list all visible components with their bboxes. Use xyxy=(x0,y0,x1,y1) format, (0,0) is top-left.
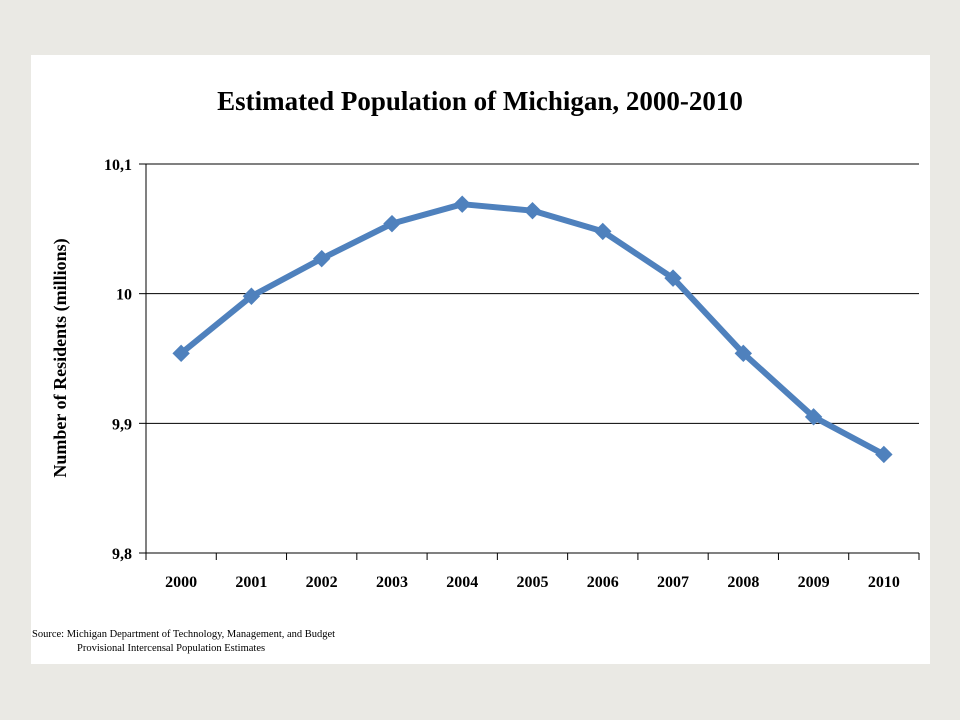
source-line-2: Provisional Intercensal Population Estim… xyxy=(77,643,266,654)
x-tick-label: 2003 xyxy=(376,574,408,591)
data-point-2002 xyxy=(312,249,331,268)
axes xyxy=(139,163,920,560)
series-line xyxy=(178,201,887,458)
gridlines xyxy=(146,163,919,424)
data-point-2010 xyxy=(875,445,893,464)
source-line-1: Source: Michigan Department of Technolog… xyxy=(32,629,336,640)
data-point-2001 xyxy=(242,287,261,305)
x-tick-label: 2002 xyxy=(306,574,338,591)
data-point-2009 xyxy=(804,408,823,426)
data-point-2007 xyxy=(664,269,682,287)
y-tick-label: 10,1 xyxy=(104,157,132,174)
y-tick-label: 9,9 xyxy=(112,416,132,433)
data-point-2000 xyxy=(172,344,190,363)
x-tick-label: 2005 xyxy=(517,574,549,591)
x-tick-label: 2000 xyxy=(165,574,197,591)
x-tick-label: 2007 xyxy=(657,574,689,591)
x-tick-label: 2008 xyxy=(727,574,759,591)
x-tick-label: 2001 xyxy=(235,574,267,591)
chart-title: Estimated Population of Michigan, 2000-2… xyxy=(217,86,743,116)
tick-labels: 9,8 9,9 10 10,1 2000 2001 2002 2003 2004 2005 2006… xyxy=(104,157,900,591)
source-note: Source: Michigan Department of Technolog… xyxy=(32,628,335,656)
data-point-2005 xyxy=(523,201,542,220)
data-point-2003 xyxy=(383,214,401,233)
series-layer xyxy=(172,195,893,464)
data-point-2004 xyxy=(453,195,471,213)
x-tick-label: 2009 xyxy=(798,574,830,591)
y-tick-label: 9,8 xyxy=(112,546,132,563)
x-tick-label: 2010 xyxy=(868,574,900,591)
y-tick-label: 10 xyxy=(116,287,132,304)
x-tick-label: 2006 xyxy=(587,574,619,591)
data-point-2006 xyxy=(594,222,612,241)
data-point-2008 xyxy=(734,344,753,363)
x-tick-label: 2004 xyxy=(446,574,478,591)
y-axis-label: Number of Residents (millions) xyxy=(50,238,71,477)
